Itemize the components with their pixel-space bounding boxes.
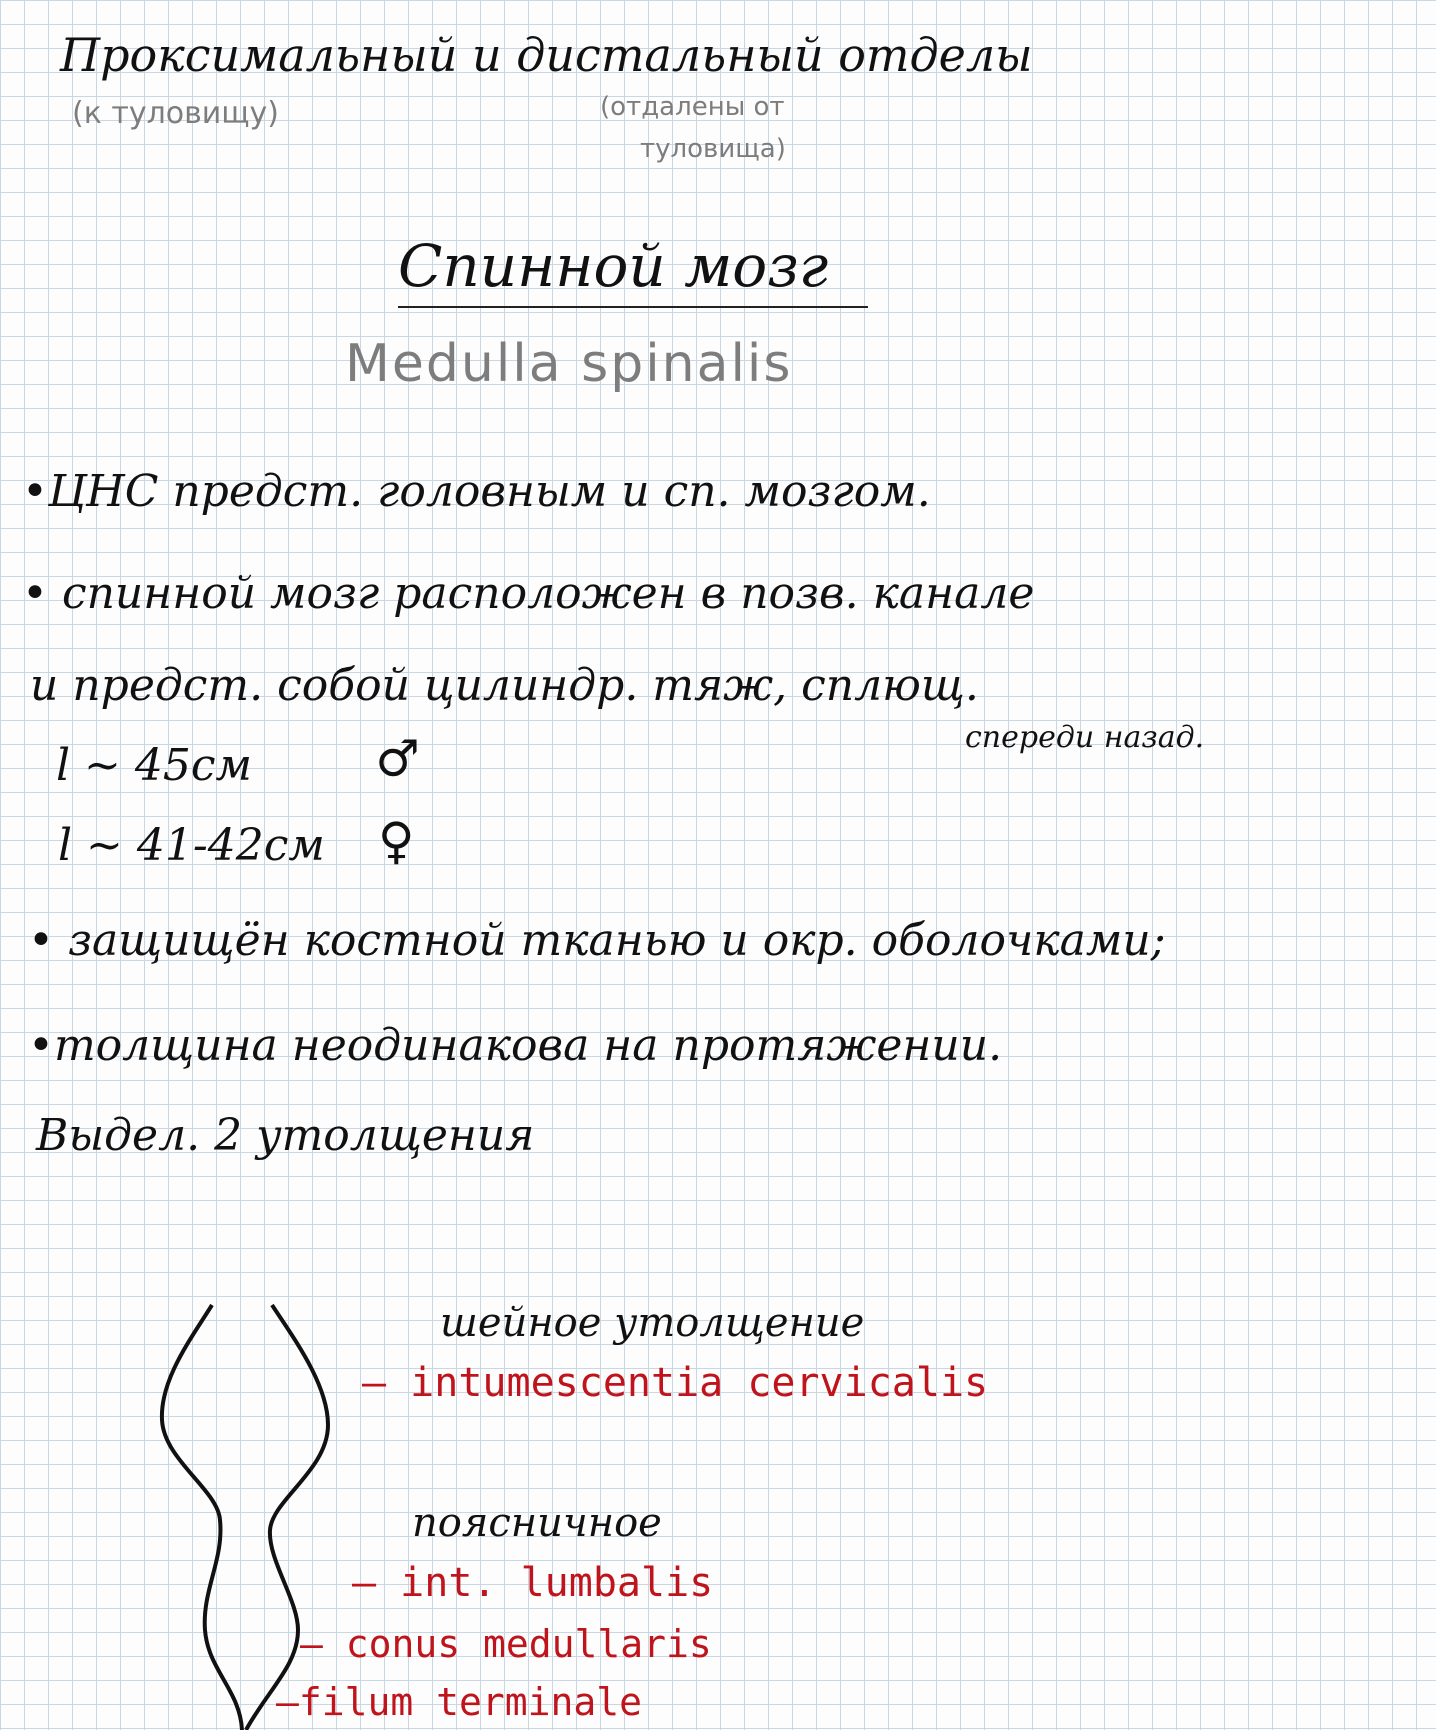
lumbar-label-lat: – int. lumbalis	[352, 1560, 714, 1606]
bullet-shape: и предст. собой цилиндр. тяж, сплющ.	[30, 660, 979, 711]
bullet-cns: •ЦНС предст. головным и сп. мозгом.	[22, 466, 931, 517]
cervical-label-ru: шейное утолщение	[440, 1300, 865, 1346]
filum-label: –filum terminale	[276, 1680, 643, 1724]
length-female: l ~ 41-42см	[58, 820, 325, 871]
bullet-protection: • защищён костной тканью и окр. оболочка…	[28, 915, 1166, 966]
conus-label: — conus medullaris	[300, 1622, 712, 1666]
cervical-label-lat: – intumescentia cervicalis	[362, 1360, 989, 1406]
header-line: Проксимальный и дистальный отделы	[60, 28, 1033, 82]
cord-right-outline	[244, 1303, 331, 1730]
cord-left-outline	[159, 1303, 244, 1730]
page-title: Спинной мозг	[398, 232, 868, 308]
lumbar-label-ru: поясничное	[412, 1500, 662, 1546]
proximal-note: (к туловищу)	[72, 96, 280, 131]
male-symbol: ♂	[375, 730, 420, 788]
bullet-enlargements: Выдел. 2 утолщения	[36, 1110, 535, 1161]
shape-note: спереди назад.	[965, 720, 1205, 755]
distal-note-line2: туловища)	[640, 134, 786, 164]
bullet-location: • спинной мозг расположен в позв. канале	[22, 568, 1035, 619]
latin-title: Medulla spinalis	[345, 334, 793, 394]
distal-note-line1: (отдалены от	[600, 92, 785, 122]
length-male: l ~ 45см	[56, 740, 253, 791]
female-symbol: ♀	[378, 812, 415, 870]
bullet-thickness: •толщина неодинакова на протяжении.	[28, 1020, 1003, 1071]
